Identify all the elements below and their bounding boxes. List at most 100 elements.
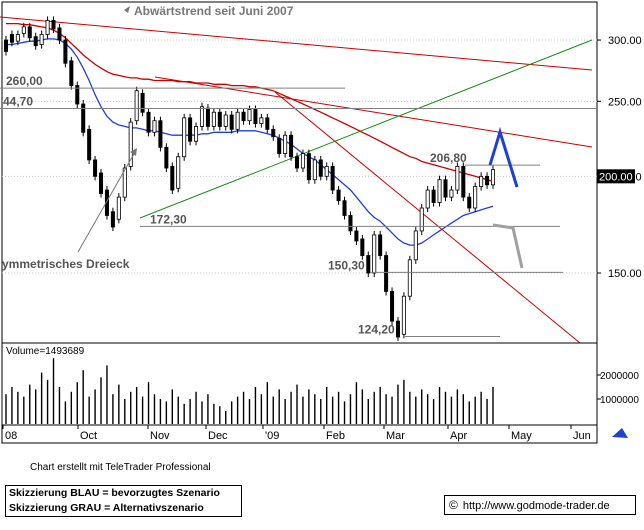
scenario-blue-path [488, 126, 519, 188]
candle-body [241, 111, 246, 122]
candle-body [170, 165, 175, 191]
candle-body [217, 111, 222, 127]
level-label: 260,00 [6, 74, 43, 88]
legend-gray: Skizzierung GRAU = Alternativszenario [9, 502, 204, 514]
candle-body [312, 159, 317, 181]
x-tick-label: Dec [208, 430, 228, 442]
candle-body [479, 175, 484, 187]
candle-body [27, 26, 32, 39]
candle-body [247, 109, 252, 122]
candle-body [39, 34, 44, 45]
candle-body [419, 207, 424, 232]
candle-body [81, 103, 86, 133]
candle-body [372, 234, 377, 274]
annotation-arrowhead [124, 6, 130, 13]
candle-body [306, 153, 311, 181]
candle-body [289, 134, 294, 158]
candle-body [277, 137, 282, 154]
candle-body [75, 85, 80, 105]
level-label: 206,80 [430, 151, 467, 165]
scenario-legend: Skizzierung BLAU = bevorzugtes Szenario … [5, 485, 242, 517]
candle-body [158, 120, 163, 148]
candle-body [176, 156, 181, 189]
y-tick-label: 300.00 [608, 35, 642, 47]
candle-body [348, 215, 353, 232]
candle-body [9, 34, 14, 43]
candle-body [152, 120, 157, 133]
candle-body [182, 117, 187, 158]
candle-body [384, 255, 389, 292]
candle-body [473, 186, 478, 209]
support-trend-line [139, 39, 593, 219]
candle-body [211, 111, 216, 127]
level-label: 124,20 [358, 322, 395, 336]
candle-body [378, 234, 383, 256]
candle-body [110, 211, 115, 228]
candle-body [87, 128, 92, 161]
candle-body [188, 117, 193, 142]
volume-tick-label: 2000000 [600, 371, 639, 382]
candle-body [57, 27, 62, 41]
y-tick-label: 150.00 [608, 268, 642, 280]
candle-body [455, 165, 460, 191]
volume-tick-label: 1000000 [600, 395, 639, 406]
candle-body [401, 295, 406, 335]
upper-triangle-line [154, 76, 593, 148]
candle-body [336, 189, 341, 202]
downtrend-line [0, 16, 593, 71]
volume-label: Volume=1493689 [6, 346, 85, 357]
candle-body [235, 111, 240, 130]
candle-body [407, 259, 412, 297]
pattern-arrowhead [130, 148, 137, 156]
candle-body [194, 126, 199, 142]
x-tick-label: Feb [326, 430, 345, 442]
candle-body [490, 169, 496, 186]
level-label: 44,70 [3, 95, 33, 109]
candle-body [294, 156, 300, 169]
x-axis-frame [1, 424, 598, 444]
source-url[interactable]: © http://www.godmode-trader.de [444, 495, 636, 515]
steep-trend-line [274, 91, 581, 344]
x-tick-label: Apr [450, 430, 467, 442]
candle-body [223, 114, 228, 127]
candle-body [140, 92, 145, 113]
x-tick-label: May [511, 430, 532, 442]
candle-body [485, 175, 490, 186]
candle-body [51, 20, 56, 30]
x-tick-label: '09 [265, 430, 279, 442]
candle-body [437, 179, 442, 203]
level-label: 150,30 [328, 258, 365, 272]
candle-body [283, 134, 288, 154]
candle-body [271, 128, 276, 138]
candle-body [330, 165, 335, 191]
annotations: 260,00 44,70 172,30 206,80 150,30 124,20 Abwär… [0, 4, 597, 337]
candle-body [259, 117, 264, 124]
url-text[interactable]: http://www.godmode-trader.de [462, 500, 610, 512]
pattern-annotation: ymmetrisches Dreieck [2, 257, 130, 271]
candle-body [324, 165, 329, 177]
scroll-icon [612, 428, 628, 438]
candle-body [93, 159, 98, 177]
candle-body [425, 189, 430, 209]
candle-body [318, 159, 323, 177]
pattern-leader-line [77, 151, 136, 253]
candle-body [205, 107, 210, 127]
current-price-label: 200.00 [599, 171, 633, 183]
candle-body [265, 117, 270, 130]
copyright-icon: © [449, 498, 458, 512]
candle-body [45, 20, 50, 35]
candle-body [15, 34, 20, 42]
x-axis: 08 Oct Nov Dec '09 Feb Mar Apr May Jun [1, 424, 628, 444]
trend-annotation: Abwärtstrend seit Juni 2007 [134, 4, 294, 18]
candle-body [413, 230, 418, 261]
candle-body [354, 230, 359, 242]
candle-body [342, 200, 347, 216]
candle-body [199, 106, 205, 127]
candle-body [21, 26, 26, 34]
candle-body [3, 39, 9, 52]
candle-body [63, 39, 68, 64]
candle-body [253, 109, 258, 124]
x-tick-label: Nov [150, 430, 170, 442]
moving-average-blue [6, 38, 494, 246]
